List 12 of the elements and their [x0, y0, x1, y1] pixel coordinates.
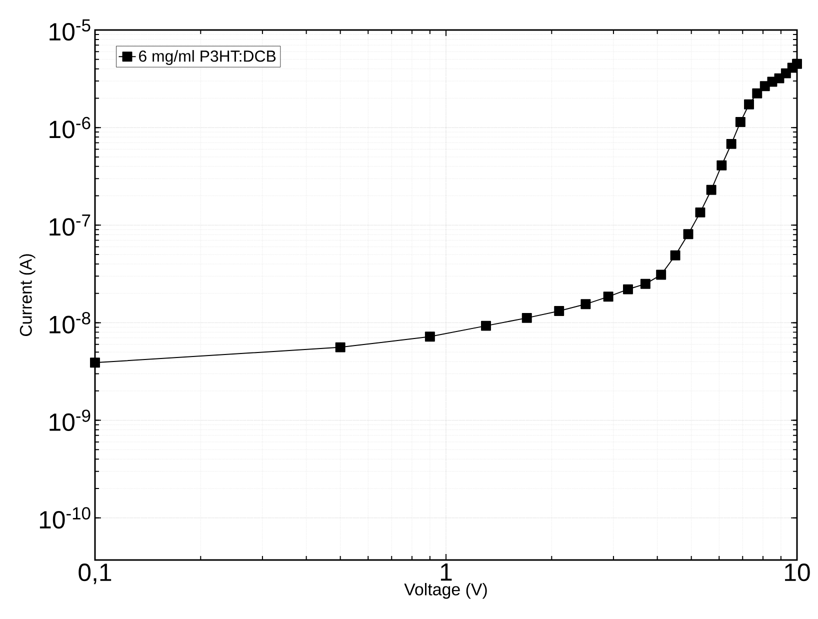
y-tick-label: 10$^{-10}$ — [40, 507, 90, 529]
x-tick-label: 0,1 — [78, 564, 112, 584]
y-tick-label: 10$^{-9}$ — [50, 410, 90, 432]
y-tick-label: 10$^{-5}$ — [50, 19, 90, 41]
y-axis-title: Current (A) — [19, 254, 36, 336]
y-tick-label: 10$^{-7}$ — [50, 214, 90, 236]
y-tick-label: 10$^{-8}$ — [50, 312, 90, 334]
legend-label: 6 mg/ml P3HT:DCB — [139, 50, 276, 65]
x-tick-label: 10 — [785, 564, 810, 582]
x-axis-title: Voltage (V) — [404, 582, 487, 599]
x-tick-label: 1 — [440, 564, 452, 581]
y-tick-label: 10$^{-6}$ — [50, 116, 90, 138]
